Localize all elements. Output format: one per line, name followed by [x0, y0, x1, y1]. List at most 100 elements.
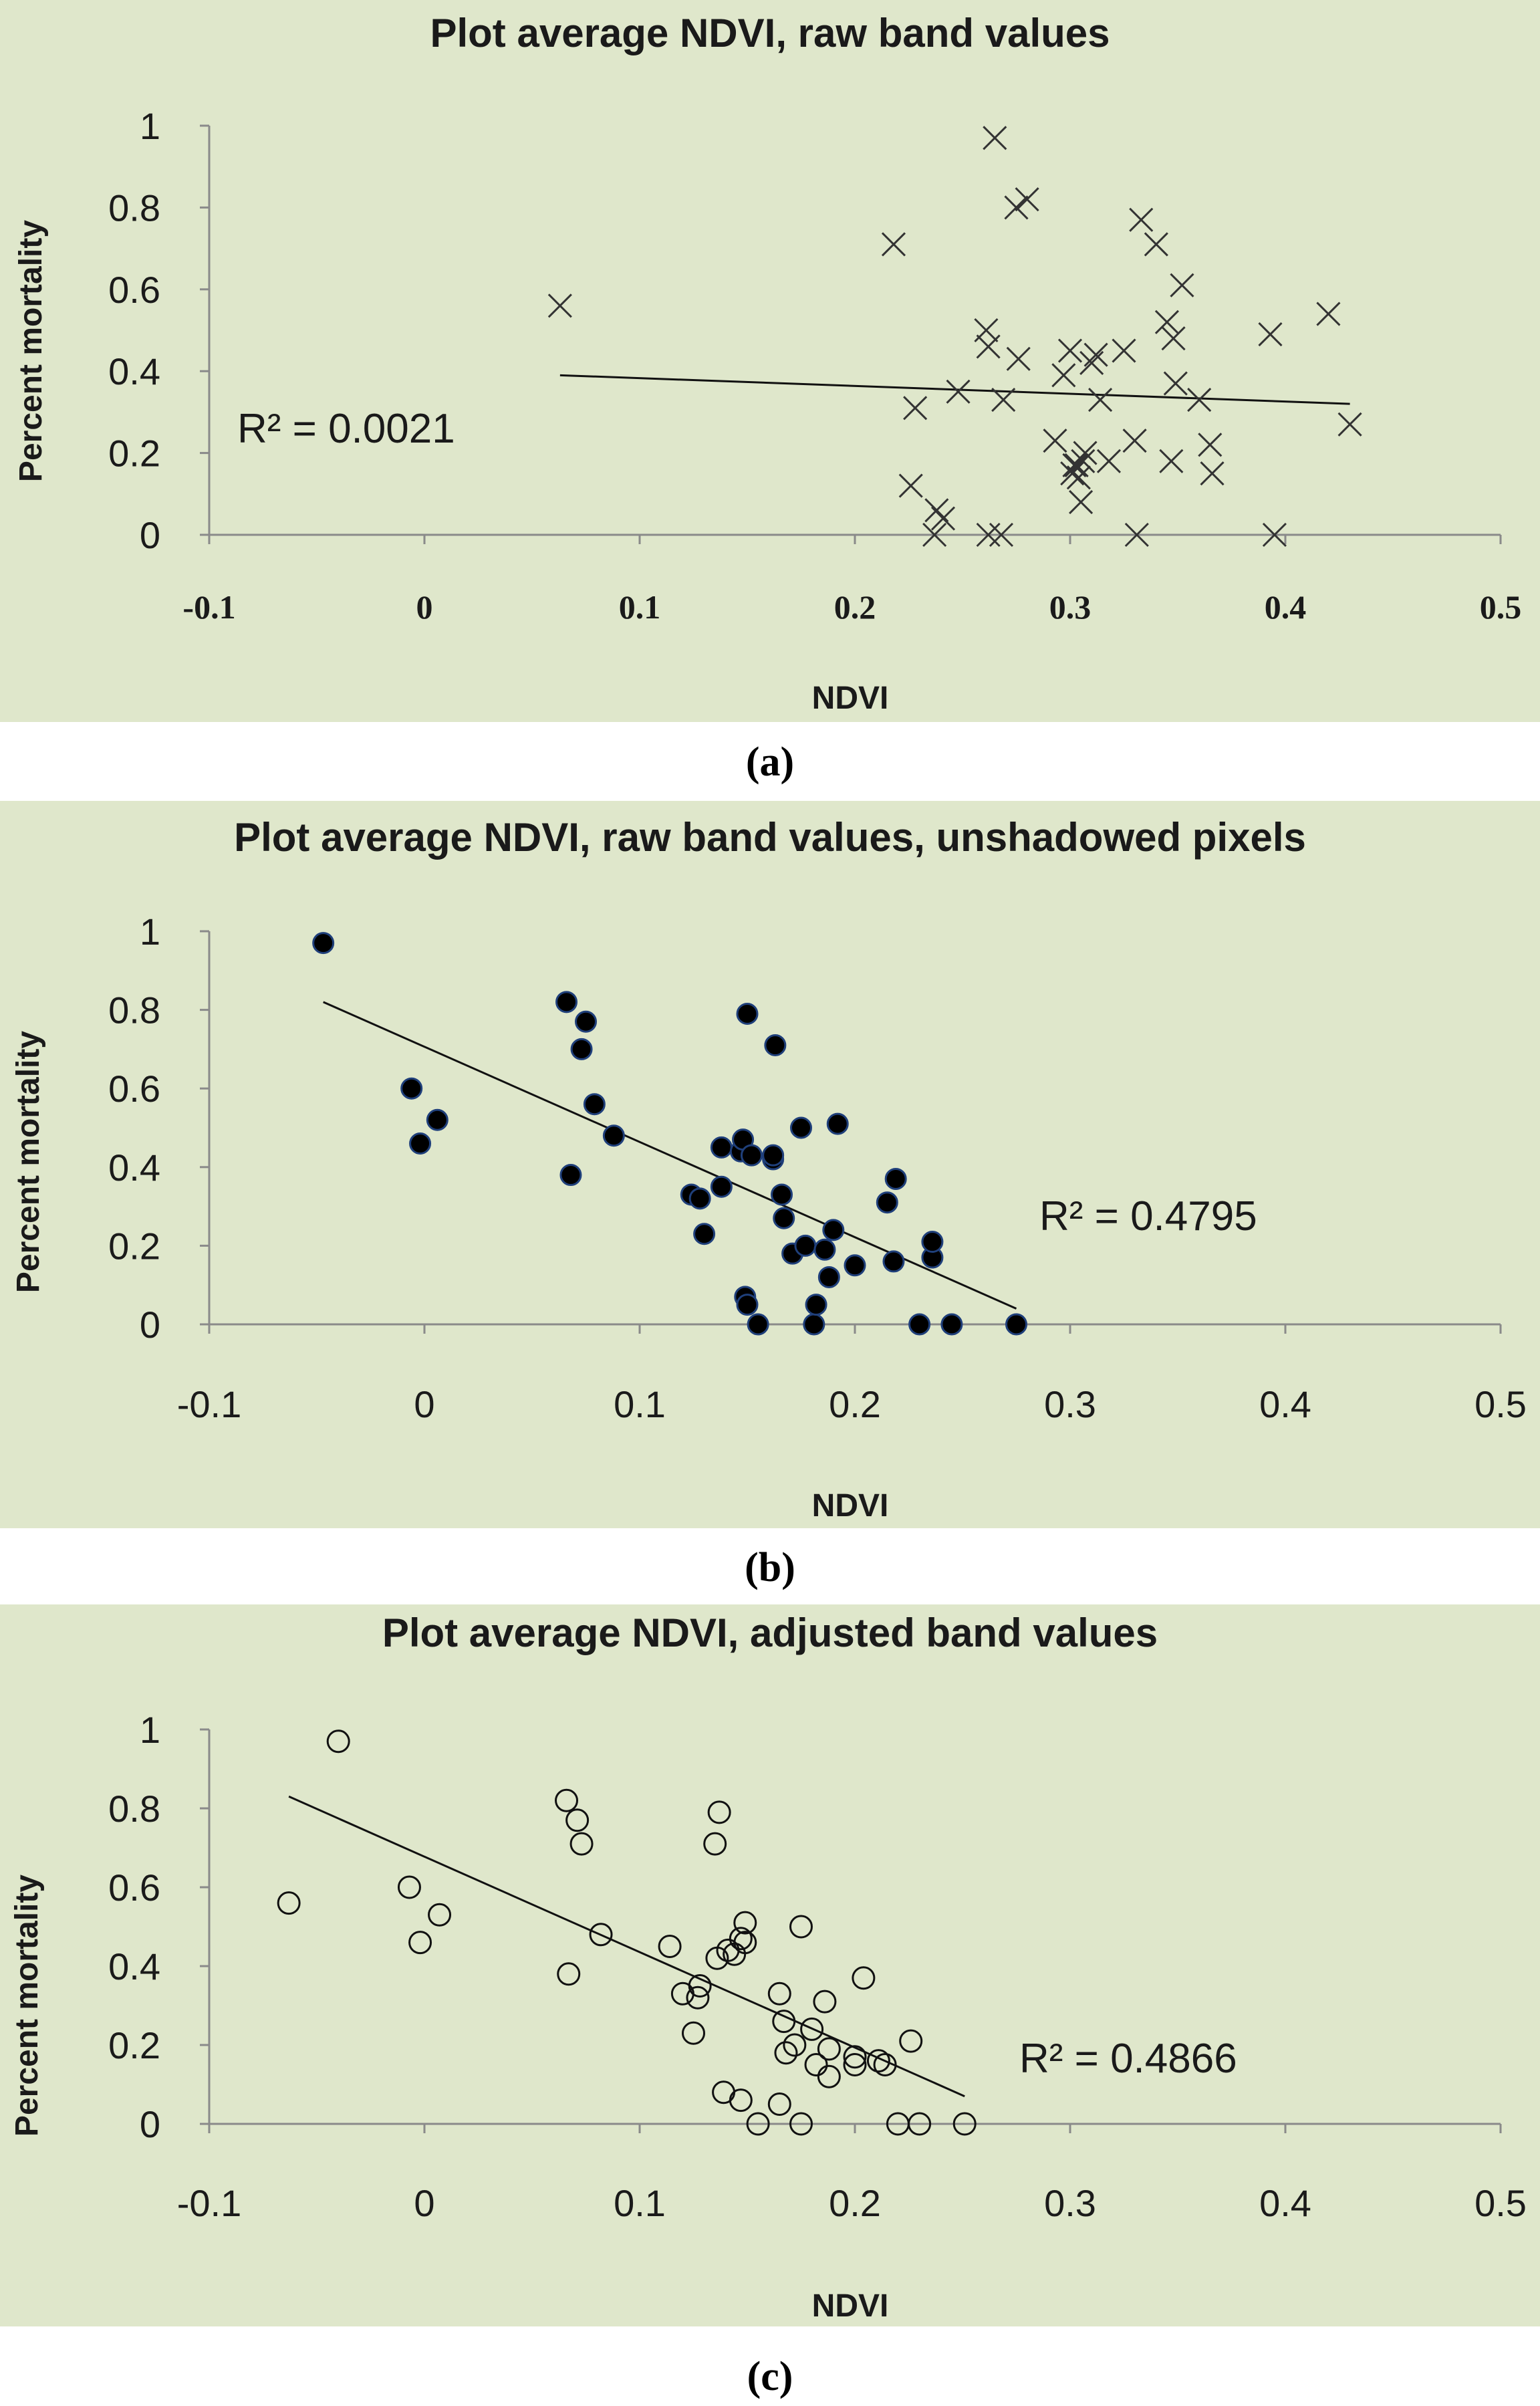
- scatter-chart-a: Plot average NDVI, raw band values 0 0.2 0…: [0, 0, 1540, 722]
- x-tick-label: 0.2: [829, 2182, 881, 2224]
- data-point: [397, 1875, 421, 1899]
- data-point: [773, 1207, 795, 1229]
- x-tick-label: 0.5: [1480, 588, 1522, 626]
- data-point: [976, 522, 1001, 548]
- data-point: [813, 1238, 836, 1261]
- x-tick-label: 0.1: [614, 2182, 666, 2224]
- data-point: [952, 2112, 977, 2136]
- data-point: [794, 1234, 817, 1257]
- x-tick-label: 0.2: [829, 1383, 881, 1425]
- x-tick-label: 0.4: [1265, 588, 1307, 626]
- data-point: [1200, 461, 1225, 486]
- y-tick-label: 0.2: [108, 433, 160, 475]
- y-tick-label: 0: [140, 1304, 160, 1346]
- data-point: [930, 506, 956, 531]
- data-point: [1316, 302, 1341, 326]
- x-tick-label: 0.4: [1259, 2182, 1311, 2224]
- data-point: [1083, 342, 1108, 367]
- data-point: [589, 1923, 613, 1947]
- data-point: [559, 1164, 582, 1187]
- data-point: [1258, 322, 1283, 347]
- x-tick-label: 0: [416, 588, 433, 626]
- caption-c: (c): [747, 2354, 793, 2399]
- x-axis-title: NDVI: [812, 2288, 889, 2324]
- data-point: [989, 522, 1014, 548]
- x-tick-label: 0.5: [1474, 2182, 1527, 2224]
- y-tick-label: 0: [140, 2103, 160, 2145]
- data-point: [408, 1931, 432, 1955]
- data-point: [746, 2112, 770, 2136]
- data-point: [1073, 441, 1098, 465]
- data-point: [729, 1927, 753, 1951]
- chart-title: Plot average NDVI, adjusted band values: [382, 1610, 1158, 1655]
- data-point: [409, 1132, 432, 1155]
- y-tick-label: 1: [140, 105, 160, 147]
- x-tick-label: 0.2: [834, 588, 876, 626]
- data-point: [881, 232, 906, 257]
- data-point: [921, 1231, 944, 1253]
- data-point: [1005, 1313, 1027, 1336]
- x-tick-label: 0.4: [1259, 1383, 1311, 1425]
- data-point: [740, 1144, 763, 1167]
- data-point: [693, 1223, 716, 1245]
- y-tick-label: 0.6: [108, 1867, 160, 1909]
- data-point: [733, 1931, 757, 1955]
- caption-b: (b): [745, 1545, 795, 1590]
- x-tick-label: 0.3: [1044, 1383, 1096, 1425]
- data-point: [873, 2053, 897, 2076]
- data-point: [565, 1808, 590, 1832]
- data-point: [866, 2049, 890, 2073]
- data-point: [1062, 453, 1087, 478]
- data-point: [1159, 449, 1184, 473]
- data-point: [804, 2053, 828, 2076]
- data-point: [547, 293, 572, 318]
- y-axis-title: Percent mortality: [9, 1875, 45, 2137]
- data-point: [569, 1832, 594, 1856]
- data-point: [602, 1124, 625, 1147]
- chart-title: Plot average NDVI, raw band values: [430, 11, 1110, 55]
- data-point: [983, 126, 1007, 150]
- data-point: [710, 1175, 733, 1198]
- data-point: [1187, 387, 1212, 412]
- x-tick-label: -0.1: [182, 588, 235, 626]
- y-axis-title: Percent mortality: [13, 220, 49, 482]
- data-point: [767, 2092, 791, 2116]
- data-point: [312, 932, 335, 955]
- x-tick-label: -0.1: [177, 2182, 242, 2224]
- data-point: [789, 2112, 813, 2136]
- data-point: [703, 1832, 727, 1856]
- data-point: [1154, 310, 1179, 334]
- data-point: [991, 387, 1016, 412]
- data-point: [790, 1116, 812, 1139]
- data-point: [1163, 371, 1188, 396]
- data-point: [976, 334, 1001, 359]
- data-point: [817, 2064, 841, 2088]
- data-point: [783, 2033, 807, 2057]
- data-point: [843, 2045, 867, 2069]
- data-point: [764, 1034, 787, 1057]
- data-point: [1161, 326, 1186, 351]
- data-point: [710, 1136, 733, 1159]
- data-point: [1088, 387, 1113, 412]
- data-point: [428, 1903, 452, 1927]
- data-points: [277, 1729, 977, 2136]
- data-point: [884, 1167, 907, 1190]
- y-tick-label: 0.8: [108, 1788, 160, 1830]
- y-tick-label: 0.6: [108, 269, 160, 311]
- data-point: [903, 396, 928, 420]
- data-point: [1129, 207, 1154, 232]
- data-point: [658, 1935, 682, 1958]
- x-tick-label: 0.5: [1474, 1383, 1527, 1425]
- plot-background: [0, 0, 1540, 722]
- data-point: [940, 1313, 963, 1336]
- data-point: [1170, 273, 1194, 297]
- data-point: [876, 1191, 898, 1214]
- chart-panel-c: Plot average NDVI, adjusted band values …: [0, 1604, 1540, 2326]
- y-tick-label: 0: [140, 514, 160, 556]
- data-point: [908, 2112, 932, 2136]
- data-points: [547, 126, 1362, 548]
- x-axis-title: NDVI: [812, 681, 889, 716]
- data-point: [826, 1112, 849, 1135]
- y-tick-label: 0.8: [108, 187, 160, 229]
- x-axis-title: NDVI: [812, 1488, 889, 1524]
